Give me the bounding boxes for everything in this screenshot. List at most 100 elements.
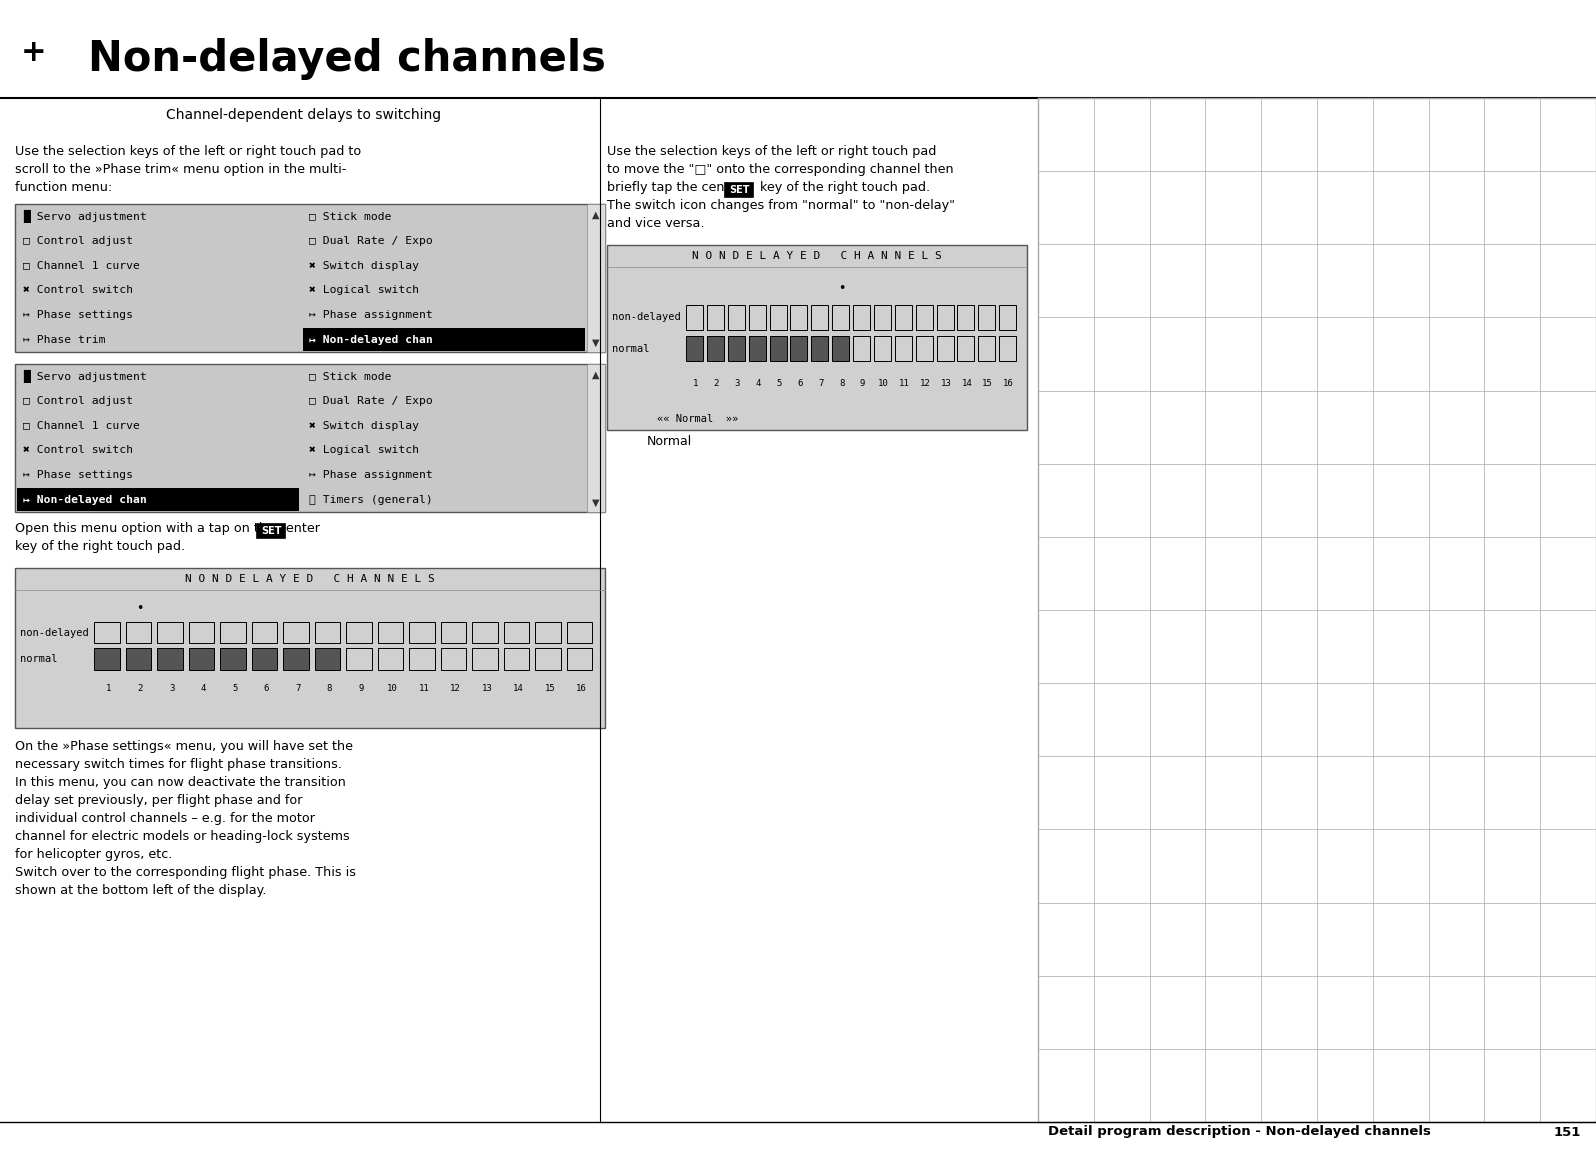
Text: ↦ Phase settings: ↦ Phase settings — [22, 470, 132, 480]
Text: 15: 15 — [982, 379, 993, 388]
Bar — [252, 649, 278, 669]
Text: 6: 6 — [263, 684, 270, 694]
Text: ↦ Non-delayed chan: ↦ Non-delayed chan — [310, 335, 433, 344]
Bar — [875, 336, 891, 361]
Text: 9: 9 — [358, 684, 364, 694]
Bar — [440, 622, 466, 644]
Text: 151: 151 — [1553, 1126, 1582, 1138]
Bar — [937, 305, 954, 331]
Text: Ꮢ Timers (general): Ꮢ Timers (general) — [310, 494, 433, 505]
Bar — [503, 622, 530, 644]
Text: Switch over to the corresponding flight phase. This is: Switch over to the corresponding flight … — [14, 866, 356, 879]
Text: normal: normal — [21, 654, 57, 664]
Bar — [472, 649, 498, 669]
Text: 6: 6 — [796, 379, 803, 388]
Text: key of the right touch pad.: key of the right touch pad. — [14, 540, 185, 553]
Bar — [156, 649, 184, 669]
Bar — [282, 622, 310, 644]
Bar — [958, 336, 975, 361]
Bar — [769, 305, 787, 331]
Text: 7: 7 — [819, 379, 824, 388]
Text: Use the selection keys of the left or right touch pad to: Use the selection keys of the left or ri… — [14, 145, 361, 158]
Bar — [257, 524, 286, 538]
Text: delay set previously, per flight phase and for: delay set previously, per flight phase a… — [14, 794, 303, 808]
Bar — [409, 649, 434, 669]
Bar — [937, 336, 954, 361]
Bar — [686, 336, 704, 361]
Bar — [728, 336, 745, 361]
Text: 13: 13 — [940, 379, 951, 388]
Text: ✖ Switch display: ✖ Switch display — [310, 420, 420, 431]
Bar — [875, 305, 891, 331]
Text: 1: 1 — [105, 684, 112, 694]
Text: □ Channel 1 curve: □ Channel 1 curve — [22, 260, 140, 271]
Bar — [14, 364, 605, 511]
Bar — [220, 622, 246, 644]
Text: □ Control adjust: □ Control adjust — [22, 236, 132, 247]
Text: □ Channel 1 curve: □ Channel 1 curve — [22, 420, 140, 431]
Text: ↦ Phase trim: ↦ Phase trim — [22, 335, 105, 344]
Text: ▼: ▼ — [592, 338, 600, 348]
Bar — [126, 622, 152, 644]
Text: 5: 5 — [776, 379, 782, 388]
Text: 2: 2 — [713, 379, 720, 388]
Text: In this menu, you can now deactivate the transition: In this menu, you can now deactivate the… — [14, 776, 346, 789]
Bar — [472, 622, 498, 644]
Bar — [686, 305, 704, 331]
Bar — [188, 649, 214, 669]
Text: for helicopter gyros, etc.: for helicopter gyros, etc. — [14, 848, 172, 861]
Text: 11: 11 — [899, 379, 910, 388]
Text: Detail program description - Non-delayed channels: Detail program description - Non-delayed… — [1049, 1126, 1432, 1138]
Bar — [978, 305, 996, 331]
Text: █ Servo adjustment: █ Servo adjustment — [22, 210, 147, 222]
Bar — [749, 305, 766, 331]
Text: 14: 14 — [961, 379, 972, 388]
Bar — [346, 649, 372, 669]
Text: •: • — [838, 282, 846, 295]
Text: function menu:: function menu: — [14, 181, 112, 194]
Text: □ Stick mode: □ Stick mode — [310, 371, 391, 381]
Text: briefly tap the center: briefly tap the center — [606, 181, 747, 194]
Bar — [958, 305, 975, 331]
Text: ↦ Phase assignment: ↦ Phase assignment — [310, 470, 433, 480]
Text: █ Servo adjustment: █ Servo adjustment — [22, 370, 147, 382]
Text: 2: 2 — [137, 684, 144, 694]
Bar — [978, 336, 996, 361]
Text: 8: 8 — [327, 684, 332, 694]
Text: Open this menu option with a tap on the center: Open this menu option with a tap on the … — [14, 522, 324, 535]
Text: 1: 1 — [693, 379, 697, 388]
Text: Normal: Normal — [646, 435, 693, 448]
Text: SET: SET — [729, 185, 750, 195]
Bar — [999, 305, 1017, 331]
Bar — [314, 649, 340, 669]
Bar — [94, 622, 120, 644]
Bar — [832, 336, 849, 361]
Bar — [999, 336, 1017, 361]
Bar — [916, 305, 932, 331]
Bar — [252, 622, 278, 644]
Text: ↦ Phase assignment: ↦ Phase assignment — [310, 310, 433, 320]
Bar — [378, 649, 404, 669]
Text: ▲: ▲ — [592, 210, 600, 220]
Bar — [220, 649, 246, 669]
Text: 10: 10 — [386, 684, 397, 694]
Text: 16: 16 — [576, 684, 587, 694]
Text: ✖ Logical switch: ✖ Logical switch — [310, 446, 420, 455]
Text: N O N D E L A Y E D   C H A N N E L S: N O N D E L A Y E D C H A N N E L S — [185, 574, 434, 584]
Bar — [811, 336, 828, 361]
Text: necessary switch times for flight phase transitions.: necessary switch times for flight phase … — [14, 758, 342, 771]
Bar — [346, 622, 372, 644]
Text: scroll to the »Phase trim« menu option in the multi-: scroll to the »Phase trim« menu option i… — [14, 162, 346, 176]
Bar — [126, 649, 152, 669]
Bar — [895, 336, 911, 361]
Bar — [188, 622, 214, 644]
Bar — [282, 649, 310, 669]
Text: Use the selection keys of the left or right touch pad: Use the selection keys of the left or ri… — [606, 145, 937, 158]
Text: 16: 16 — [1004, 379, 1013, 388]
Bar — [535, 622, 560, 644]
Text: 8: 8 — [839, 379, 844, 388]
Bar — [14, 204, 605, 353]
Text: normal: normal — [611, 343, 650, 354]
Text: ✖ Control switch: ✖ Control switch — [22, 286, 132, 295]
Text: 3: 3 — [734, 379, 741, 388]
